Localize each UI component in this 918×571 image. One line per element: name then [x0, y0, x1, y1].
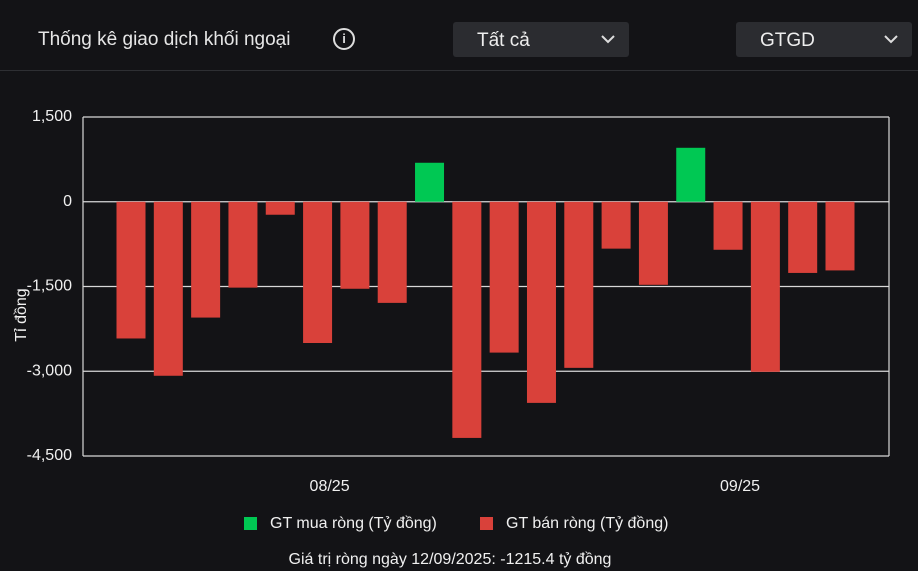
bar — [191, 201, 221, 318]
bar — [601, 201, 631, 249]
dropdown-label: Tất cả — [477, 30, 530, 51]
bar — [265, 201, 295, 215]
y-axis-title: Tỉ đồng — [13, 288, 30, 341]
chart: 1,500 0 -1,500 -3,000 -4,500 Tỉ đồng 08/25 09/2… — [13, 108, 890, 568]
bar — [303, 201, 333, 343]
bar — [526, 201, 556, 403]
legend-swatch — [244, 517, 257, 530]
bar — [713, 201, 743, 250]
title: Thống kê giao dịch khối ngoại — [38, 29, 291, 50]
bar — [153, 201, 183, 376]
dropdown-label: GTGD — [760, 30, 815, 51]
filter-dropdown[interactable]: Tất cả — [453, 22, 629, 57]
bar — [415, 162, 445, 202]
bar — [377, 201, 407, 303]
bar — [788, 201, 818, 273]
info-icon[interactable]: i — [333, 28, 355, 50]
bar — [564, 201, 594, 368]
bar — [489, 201, 519, 353]
y-tick-label: 0 — [63, 193, 72, 210]
y-tick-label: -3,000 — [27, 362, 72, 379]
chevron — [601, 35, 615, 44]
bar — [116, 201, 146, 339]
y-tick-label: -1,500 — [27, 278, 72, 295]
header: Thống kê giao dịch khối ngoại i Tất cả G… — [0, 0, 918, 71]
bar — [825, 201, 855, 271]
bar — [340, 201, 370, 289]
y-tick-label: -4,500 — [27, 447, 72, 464]
bar — [452, 201, 482, 438]
bar — [638, 201, 668, 285]
bar — [676, 147, 706, 202]
y-tick-label: 1,500 — [32, 108, 72, 125]
metric-dropdown[interactable]: GTGD — [736, 22, 912, 57]
legend-label: GT bán ròng (Tỷ đồng) — [506, 515, 668, 532]
bar — [228, 201, 258, 288]
x-tick-label: 08/25 — [310, 478, 350, 495]
chevron — [884, 35, 898, 44]
bar — [750, 201, 780, 372]
x-tick-label: 09/25 — [720, 478, 760, 495]
note: Giá trị ròng ngày 12/09/2025: -1215.4 tỷ… — [289, 551, 612, 568]
legend-label: GT mua ròng (Tỷ đồng) — [270, 515, 437, 532]
legend-swatch — [480, 517, 493, 530]
